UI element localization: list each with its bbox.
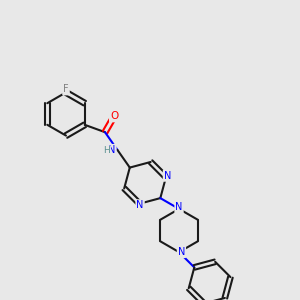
Text: N: N (136, 200, 144, 210)
Text: N: N (164, 171, 171, 181)
Text: O: O (110, 111, 118, 121)
Text: F: F (63, 84, 69, 94)
Text: N: N (108, 145, 116, 155)
Text: N: N (175, 202, 183, 212)
Text: H: H (103, 146, 110, 155)
Text: N: N (178, 247, 185, 257)
